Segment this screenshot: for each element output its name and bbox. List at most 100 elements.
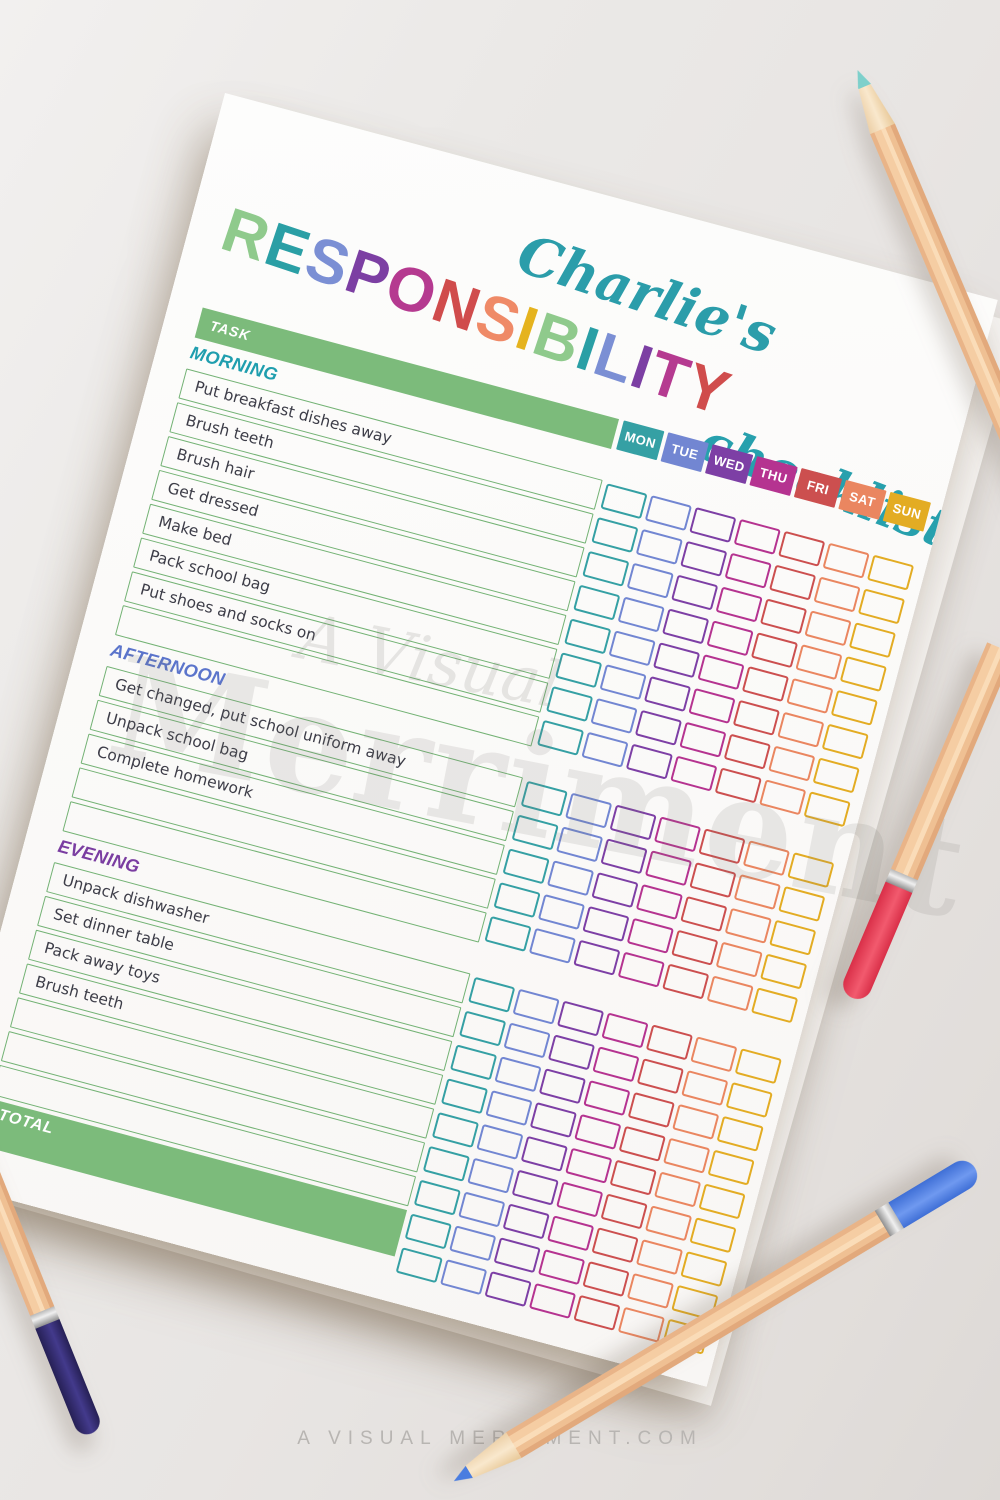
checkbox-sun [812,757,860,794]
checkbox-mon [591,516,639,553]
checkbox-sun [787,852,835,889]
site-credit-text: A VISUAL MERRIMENT.COM [297,1428,703,1449]
checkbox-wed [538,1068,587,1105]
checkbox-sat [759,779,807,816]
checkbox-thu [635,884,684,920]
checkbox-tue [608,630,656,667]
checkbox-wed [600,838,648,875]
checkbox-sun [680,1251,728,1288]
checkbox-fri [671,929,719,966]
checkbox-fri [662,963,710,1000]
checkbox-thu [644,850,693,887]
checkbox-sat [644,1205,693,1242]
checkbox-tue [528,927,577,964]
checkbox-thu [670,755,718,792]
checkbox-thu [574,1113,622,1150]
checkbox-sat [822,542,870,579]
checkbox-tue [476,1123,524,1160]
checkbox-fri [618,1125,666,1162]
checkbox-mon [468,976,516,1013]
checkbox-mon [511,814,559,851]
checkbox-mon [484,915,532,952]
checkbox-fri [689,862,737,899]
checkbox-sat [626,1272,675,1309]
checkbox-fri [741,666,790,703]
checkbox-wed [609,804,657,841]
checkbox-tue [590,697,638,734]
checkbox-fri [645,1024,694,1061]
checkbox-wed [529,1101,578,1138]
checkbox-mon [440,1078,489,1115]
checkbox-wed [671,574,719,611]
checkbox-mon [502,848,550,885]
checkbox-sun [830,689,878,726]
checkbox-fri [778,530,826,567]
checkbox-fri [627,1091,675,1128]
checkbox-fri [732,699,781,736]
checkbox-sun [689,1217,737,1254]
checkbox-tue [440,1259,488,1296]
checkbox-sat [617,1306,666,1343]
checkbox-tue [599,664,647,701]
checkbox-sat [813,576,861,613]
checkbox-thu [528,1282,577,1319]
checkbox-sat [653,1171,702,1208]
checkbox-fri [591,1227,639,1264]
checkbox-tue [644,495,693,532]
checkbox-sun [866,554,915,591]
checkbox-mon [395,1247,443,1284]
checkbox-tue [555,826,604,863]
checkbox-mon [582,550,630,587]
checkbox-thu [592,1046,640,1083]
checkbox-sat [681,1070,729,1107]
checkbox-mon [520,780,568,817]
checkbox-thu [715,586,763,623]
checkbox-wed [573,939,621,976]
checkbox-wed [502,1203,550,1240]
checkbox-mon [431,1111,480,1148]
checkbox-wed [643,676,692,713]
checkbox-tue [581,731,629,768]
checkbox-thu [733,518,781,555]
checkbox-tue [449,1225,497,1262]
checkbox-wed [547,1034,596,1071]
checkbox-fri [759,598,808,635]
navy-end-cap [35,1319,104,1439]
checkbox-wed [556,1000,605,1037]
checkbox-tue [617,596,665,633]
checkbox-sun [707,1149,755,1186]
checkbox-fri [609,1159,657,1196]
checkbox-fri [600,1193,648,1230]
checkbox-sat [768,745,816,782]
checkbox-tue [512,988,560,1025]
checkbox-sun [839,656,888,693]
checkbox-mon [493,882,541,919]
checkbox-sat [663,1137,711,1174]
checkbox-sun [848,622,897,659]
checkbox-thu [537,1249,586,1286]
checkbox-sat [786,677,834,714]
checkbox-wed [634,709,683,746]
checkbox-mon [545,686,594,723]
checkbox-fri [723,733,771,770]
checkbox-thu [556,1181,604,1218]
checkbox-wed [520,1135,568,1172]
checkbox-wed [484,1271,532,1308]
checkbox-mon [573,584,621,621]
checkbox-mon [422,1145,471,1182]
checkbox-sun [769,919,817,956]
checkbox-thu [546,1215,595,1252]
pencil-cone [852,81,895,134]
checkbox-wed [591,872,639,909]
checkbox-sat [777,711,825,748]
checkbox-sat [690,1036,738,1073]
checkbox-tue [635,528,683,565]
checkbox-tue [503,1022,551,1059]
checkbox-tue [546,860,595,897]
checkbox-mon [536,719,585,756]
checkbox-fri [750,632,799,669]
checkbox-sun [725,1082,773,1118]
checkbox-fri [698,828,746,865]
checkbox-wed [661,608,710,645]
